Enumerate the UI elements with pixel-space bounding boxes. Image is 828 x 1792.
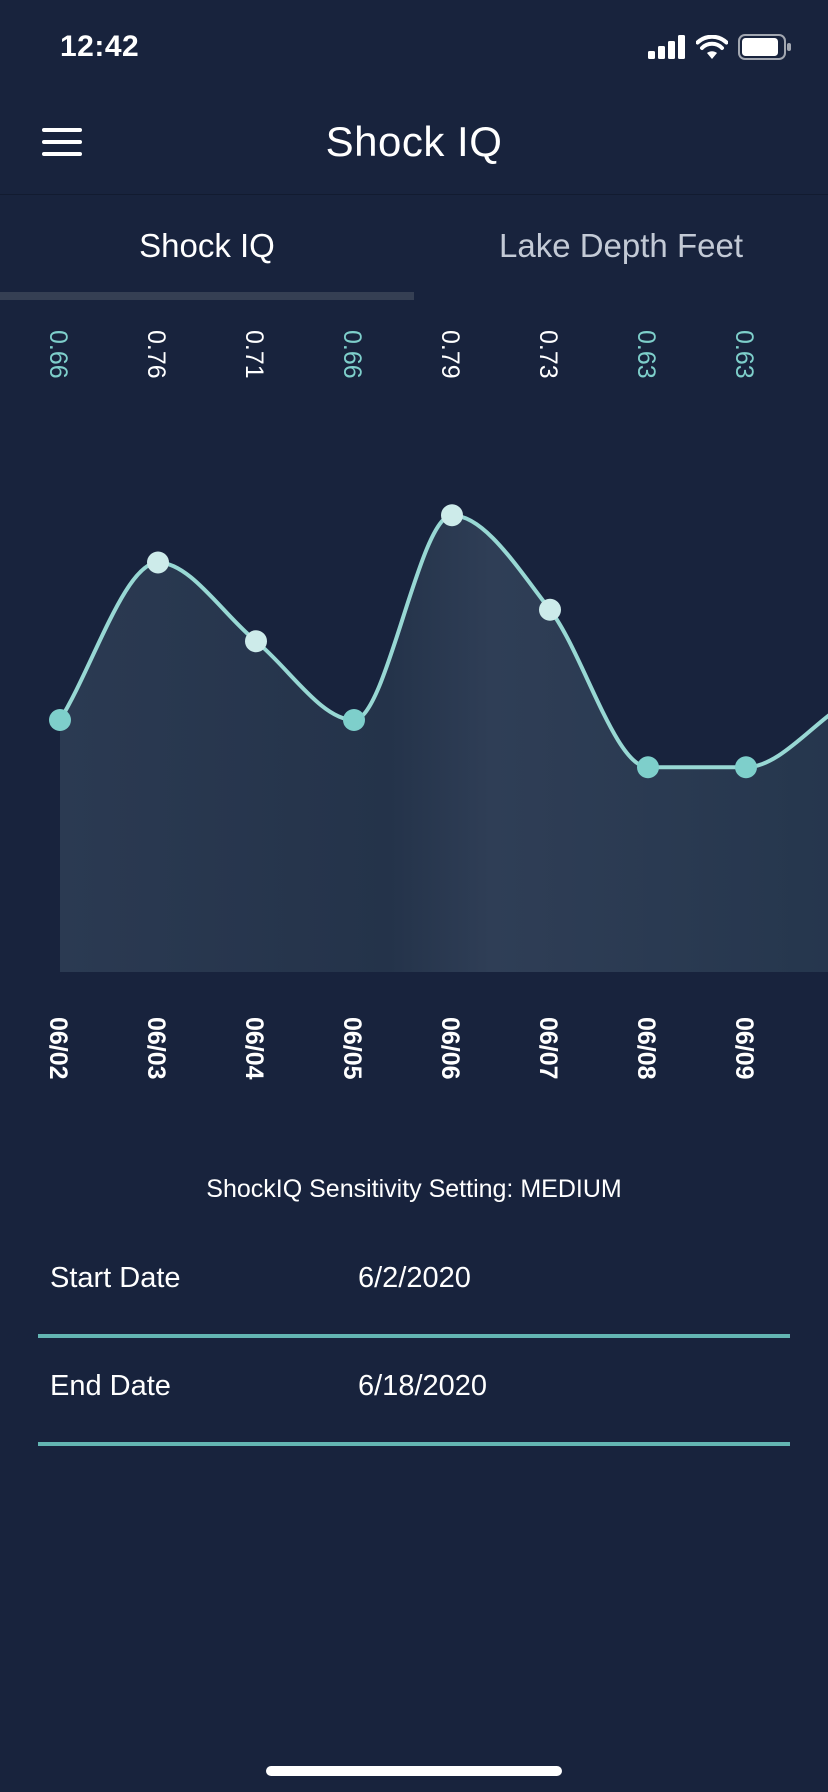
chart-x-tick-label: 06/03 [142, 1017, 170, 1080]
nav-bar: Shock IQ [0, 100, 828, 195]
home-indicator [266, 1766, 562, 1776]
end-date-value[interactable]: 6/18/2020 [358, 1370, 488, 1402]
tab-lake-depth-feet[interactable]: Lake Depth Feet [499, 227, 743, 264]
chart-x-tick-label: 06/05 [338, 1017, 366, 1080]
page-title: Shock IQ [325, 118, 503, 165]
chart-point[interactable] [245, 630, 267, 653]
tab-active-indicator [0, 292, 414, 300]
chart-x-tick-label: 06/08 [632, 1017, 660, 1080]
hamburger-menu-icon[interactable] [42, 128, 82, 162]
chart-value-label: 0.76 [142, 330, 170, 379]
chart-point[interactable] [441, 504, 463, 527]
chart-area-fill [60, 515, 828, 972]
chart-x-tick-label: 06/06 [436, 1017, 464, 1080]
signal-icon [648, 35, 685, 59]
chart-x-tick-label: 06/02 [44, 1017, 72, 1080]
end-date-label: End Date [50, 1370, 171, 1402]
chart-x-tick-label: 06/07 [534, 1017, 562, 1080]
chart-x-tick-label: 06/04 [240, 1017, 268, 1080]
shock-iq-chart[interactable]: 0.66 0.76 0.71 0.66 0.79 0.73 0.63 0.63 06/02 06… [0, 300, 828, 1160]
chart-value-label: 0.63 [730, 330, 758, 379]
chart-value-label: 0.73 [534, 330, 562, 379]
chart-value-label: 0.71 [240, 330, 268, 379]
chart-series-line [58, 513, 828, 770]
tab-bar: Shock IQ Lake Depth Feet [0, 196, 828, 300]
sensitivity-setting: ShockIQ Sensitivity Setting: MEDIUM [206, 1175, 622, 1203]
status-time: 12:42 [60, 30, 140, 63]
status-icons [648, 34, 792, 60]
chart-point[interactable] [539, 598, 561, 621]
chart-value-label: 0.66 [44, 330, 72, 379]
end-date-row[interactable]: End Date 6/18/2020 [38, 1334, 790, 1446]
chart-x-tick-label: 06/09 [730, 1017, 758, 1080]
start-date-label: Start Date [50, 1262, 181, 1294]
tab-shock-iq[interactable]: Shock IQ [139, 227, 275, 264]
status-bar: 12:42 [0, 0, 828, 100]
start-date-value[interactable]: 6/2/2020 [358, 1262, 471, 1294]
chart-point[interactable] [735, 756, 757, 779]
chart-point[interactable] [49, 709, 71, 731]
chart-value-label: 0.79 [436, 330, 464, 379]
chart-point[interactable] [343, 709, 365, 731]
chart-point[interactable] [147, 551, 169, 574]
chart-value-label: 0.66 [338, 330, 366, 379]
start-date-row[interactable]: Start Date 6/2/2020 [38, 1226, 790, 1338]
chart-value-label: 0.63 [632, 330, 660, 379]
chart-point[interactable] [637, 756, 659, 779]
battery-icon [738, 34, 791, 60]
wifi-icon [696, 35, 728, 59]
